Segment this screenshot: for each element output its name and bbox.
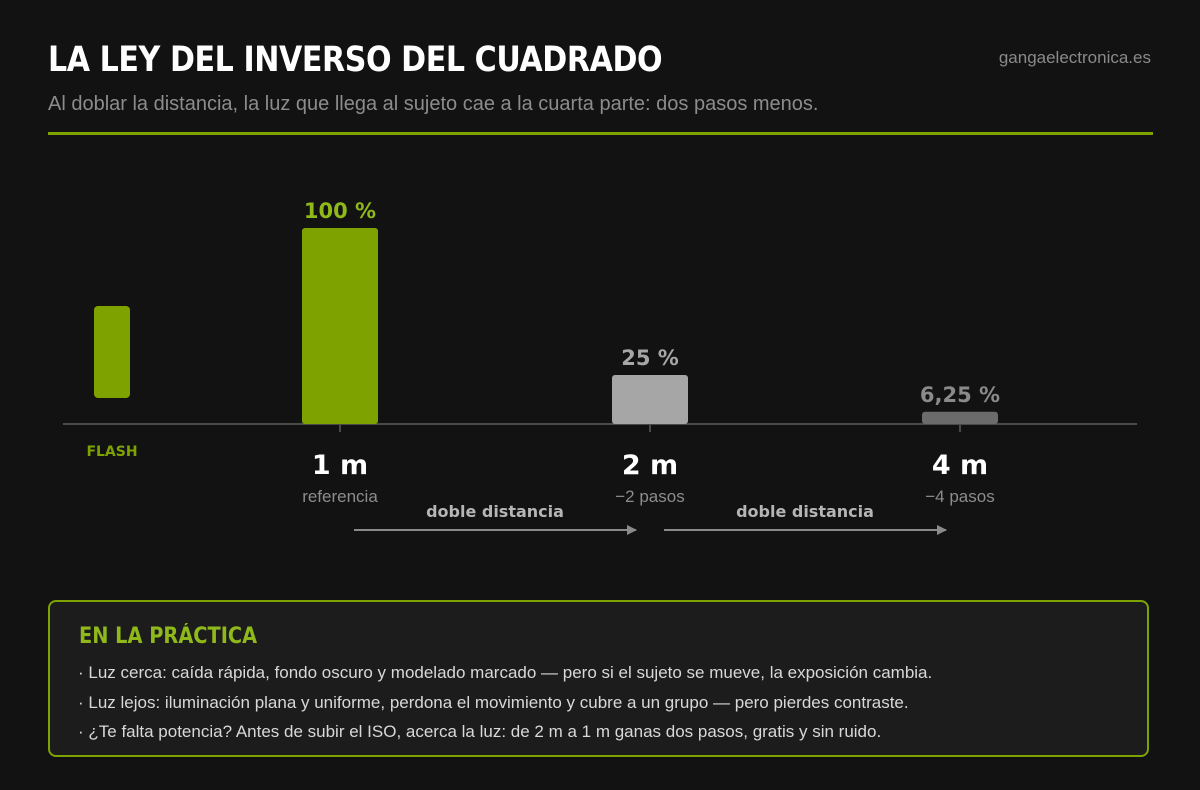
practice-item-near: · Luz cerca: caída rápida, fondo oscuro … <box>78 663 933 682</box>
flash-icon <box>94 306 130 398</box>
arrow-label-1: doble distancia <box>736 502 874 521</box>
brand-name: gangaelectronica.es <box>998 48 1151 67</box>
category-label-2: 4 m <box>932 450 988 481</box>
sublabel-2: −4 pasos <box>925 487 994 506</box>
sublabel-1: −2 pasos <box>615 487 684 506</box>
category-label-1: 2 m <box>622 450 678 481</box>
bar-chart: FLASH 100 % 1 m referencia 25 % 2 m −2 pasos 6… <box>63 199 1137 535</box>
practice-title: EN LA PRÁCTICA <box>79 624 258 649</box>
header-divider <box>48 132 1153 135</box>
bar-2 <box>922 411 998 424</box>
value-label-1: 25 % <box>621 346 679 370</box>
chart-marks: 100 % 1 m referencia 25 % 2 m −2 pasos 6,25 % 4… <box>302 199 1000 535</box>
bar-0 <box>302 228 378 424</box>
value-label-2: 6,25 % <box>920 383 1000 407</box>
practice-item-far: · Luz lejos: iluminación plana y uniform… <box>78 692 909 712</box>
arrow-label-0: doble distancia <box>426 502 564 521</box>
practice-list: · Luz cerca: caída rápida, fondo oscuro … <box>78 658 932 747</box>
page-subtitle: Al doblar la distancia, la luz que llega… <box>48 93 819 115</box>
practice-panel: EN LA PRÁCTICA · Luz cerca: caída rápida… <box>48 600 1149 757</box>
practice-item-power: · ¿Te falta potencia? Antes de subir el … <box>78 722 882 741</box>
bar-1 <box>612 375 688 424</box>
page-title: LA LEY DEL INVERSO DEL CUADRADO <box>48 40 663 80</box>
category-label-0: 1 m <box>312 450 368 481</box>
flash-label: FLASH <box>86 444 137 460</box>
sublabel-0: referencia <box>302 487 378 506</box>
value-label-0: 100 % <box>304 199 376 223</box>
